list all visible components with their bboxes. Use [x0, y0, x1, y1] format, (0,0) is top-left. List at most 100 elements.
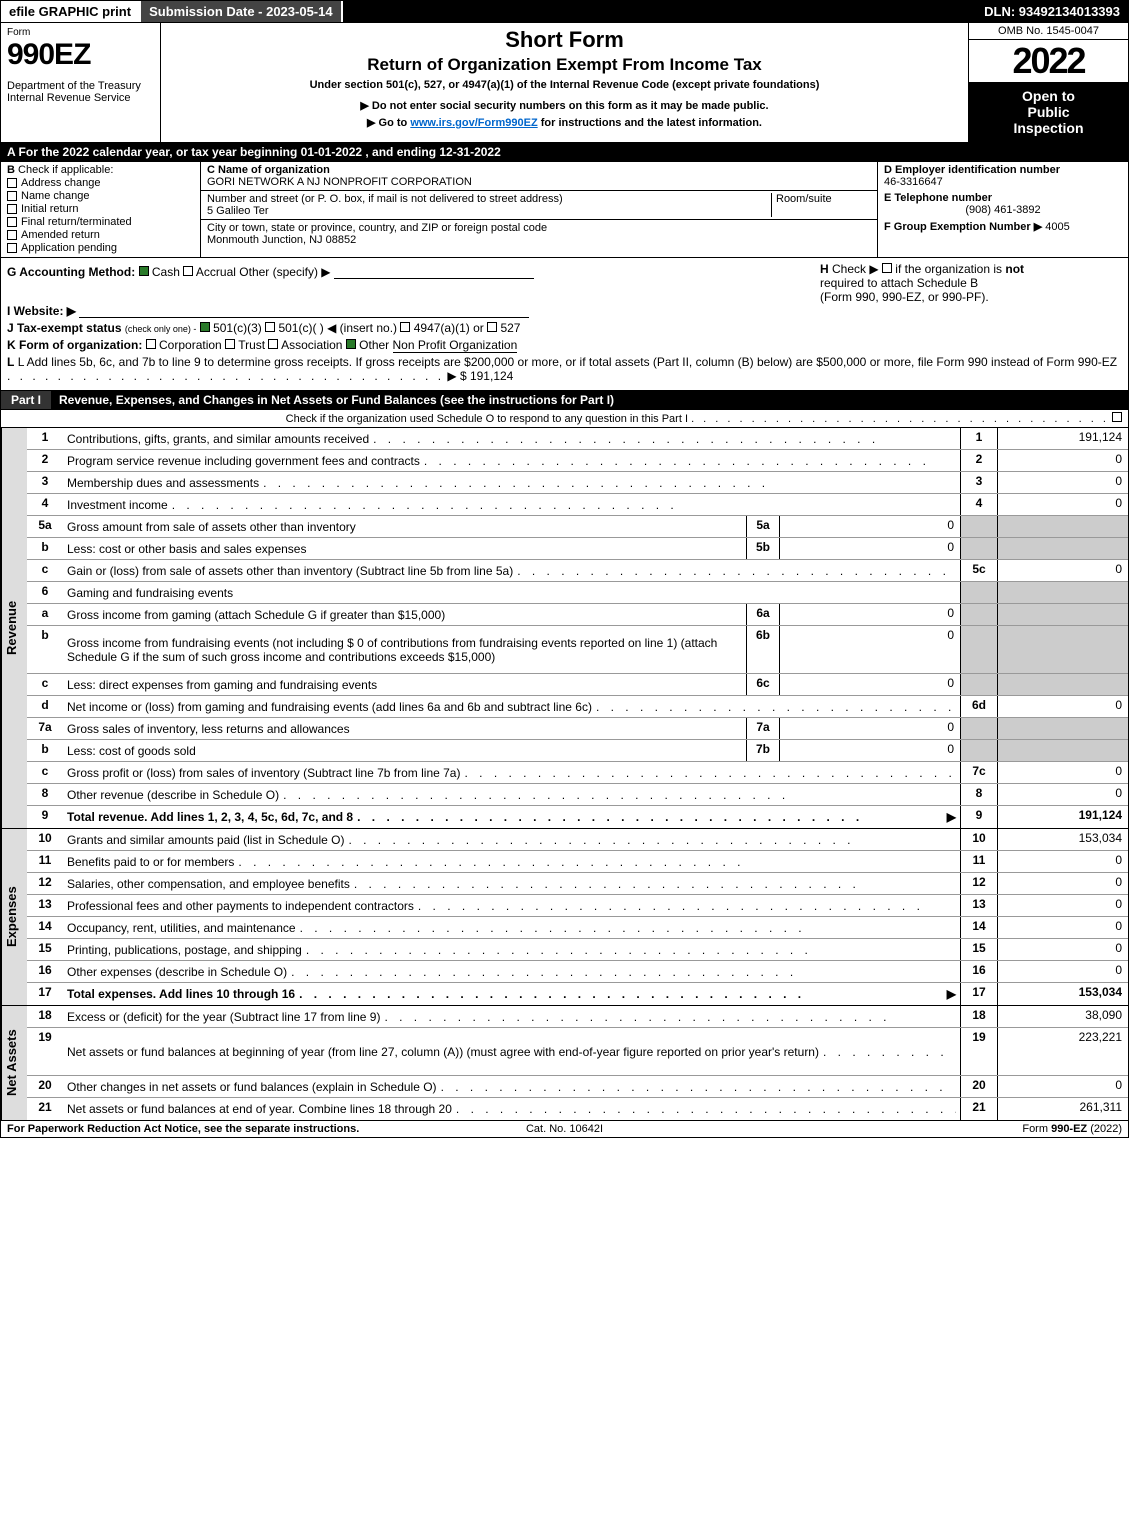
sub-val: 0 [780, 674, 960, 695]
line-a: aGross income from gaming (attach Schedu… [27, 604, 1128, 626]
right-num: 11 [960, 851, 998, 872]
col-d-ein: D Employer identification number 46-3316… [878, 162, 1128, 257]
right-num: 14 [960, 917, 998, 938]
part-i-check: Check if the organization used Schedule … [0, 410, 1129, 428]
chk-cash[interactable] [139, 266, 149, 276]
inspection-badge: Open to Public Inspection [969, 82, 1128, 142]
line-num: 6 [27, 582, 63, 603]
right-val: 0 [998, 895, 1128, 916]
right-num [960, 582, 998, 603]
k-other-value: Non Profit Organization [393, 338, 518, 353]
right-val: 0 [998, 939, 1128, 960]
line-5a: 5aGross amount from sale of assets other… [27, 516, 1128, 538]
col-b-checkboxes: B Check if applicable: Address change Na… [1, 162, 201, 257]
chk-address-change[interactable] [7, 178, 17, 188]
header-right: OMB No. 1545-0047 2022 Open to Public In… [968, 23, 1128, 142]
form-number: 990EZ [7, 38, 154, 72]
line-desc: Net income or (loss) from gaming and fun… [63, 696, 960, 717]
line-desc: Gain or (loss) from sale of assets other… [63, 560, 960, 581]
chk-assoc[interactable] [268, 339, 278, 349]
line-11: 11Benefits paid to or for members. . . .… [27, 851, 1128, 873]
chk-final-return[interactable] [7, 217, 17, 227]
l-value: ▶ $ 191,124 [447, 369, 513, 383]
line-desc: Gross income from fundraising events (no… [63, 626, 746, 673]
line-desc: Printing, publications, postage, and shi… [63, 939, 960, 960]
line-17: 17Total expenses. Add lines 10 through 1… [27, 983, 1128, 1005]
org-street: 5 Galileo Ter [207, 205, 269, 217]
dept-treasury: Department of the Treasury [7, 80, 154, 92]
header-left: Form 990EZ Department of the Treasury In… [1, 23, 161, 142]
chk-h[interactable] [882, 263, 892, 273]
line-desc: Gross income from gaming (attach Schedul… [63, 604, 746, 625]
right-val [998, 674, 1128, 695]
line-num: 13 [27, 895, 63, 916]
right-num [960, 626, 998, 673]
line-desc: Investment income. . . . . . . . . . . .… [63, 494, 960, 515]
line-desc: Membership dues and assessments. . . . .… [63, 472, 960, 493]
line-desc: Benefits paid to or for members. . . . .… [63, 851, 960, 872]
right-val: 0 [998, 762, 1128, 783]
line-num: 2 [27, 450, 63, 471]
right-val: 0 [998, 917, 1128, 938]
line-c: cGain or (loss) from sale of assets othe… [27, 560, 1128, 582]
col-c-org: C Name of organization GORI NETWORK A NJ… [201, 162, 878, 257]
line-16: 16Other expenses (describe in Schedule O… [27, 961, 1128, 983]
right-val: 0 [998, 494, 1128, 515]
line-num: c [27, 560, 63, 581]
line-15: 15Printing, publications, postage, and s… [27, 939, 1128, 961]
other-specify-input[interactable] [334, 267, 534, 279]
tax-year: 2022 [969, 40, 1128, 82]
line-num: a [27, 604, 63, 625]
line-9: 9Total revenue. Add lines 1, 2, 3, 4, 5c… [27, 806, 1128, 828]
right-val [998, 516, 1128, 537]
sub-num: 7b [746, 740, 780, 761]
line-18: 18Excess or (deficit) for the year (Subt… [27, 1006, 1128, 1028]
sub-val: 0 [780, 516, 960, 537]
page-footer: For Paperwork Reduction Act Notice, see … [0, 1121, 1129, 1138]
right-num [960, 516, 998, 537]
chk-initial-return[interactable] [7, 204, 17, 214]
right-val [998, 740, 1128, 761]
line-num: 7a [27, 718, 63, 739]
line-19: 19Net assets or fund balances at beginni… [27, 1028, 1128, 1076]
right-val [998, 604, 1128, 625]
right-num: 6d [960, 696, 998, 717]
line-desc: Gross sales of inventory, less returns a… [63, 718, 746, 739]
line-num: 4 [27, 494, 63, 515]
short-form-title: Short Form [167, 27, 962, 53]
section-bcd: B Check if applicable: Address change Na… [0, 162, 1129, 258]
chk-501c3[interactable] [200, 322, 210, 332]
chk-other-org[interactable] [346, 339, 356, 349]
website-input[interactable] [79, 306, 529, 318]
line-num: 9 [27, 806, 63, 828]
org-name: GORI NETWORK A NJ NONPROFIT CORPORATION [207, 176, 472, 188]
right-val: 0 [998, 873, 1128, 894]
right-num: 9 [960, 806, 998, 828]
revenue-table: Revenue 1Contributions, gifts, grants, a… [0, 428, 1129, 829]
chk-application-pending[interactable] [7, 243, 17, 253]
chk-501c[interactable] [265, 322, 275, 332]
chk-name-change[interactable] [7, 191, 17, 201]
line-c: cLess: direct expenses from gaming and f… [27, 674, 1128, 696]
line-num: 1 [27, 428, 63, 449]
efile-label[interactable]: efile GRAPHIC print [1, 1, 141, 22]
chk-corp[interactable] [146, 339, 156, 349]
expenses-label: Expenses [1, 829, 27, 1005]
netassets-label: Net Assets [1, 1006, 27, 1120]
chk-accrual[interactable] [183, 266, 193, 276]
right-val [998, 718, 1128, 739]
right-num: 3 [960, 472, 998, 493]
line-desc: Net assets or fund balances at beginning… [63, 1028, 960, 1075]
right-val: 223,221 [998, 1028, 1128, 1075]
chk-527[interactable] [487, 322, 497, 332]
chk-schedule-o[interactable] [1112, 412, 1122, 422]
right-num: 19 [960, 1028, 998, 1075]
line-num: 19 [27, 1028, 63, 1075]
line-num: 20 [27, 1076, 63, 1097]
chk-amended[interactable] [7, 230, 17, 240]
line-desc: Less: cost of goods sold [63, 740, 746, 761]
chk-trust[interactable] [225, 339, 235, 349]
chk-4947[interactable] [400, 322, 410, 332]
right-val: 153,034 [998, 829, 1128, 850]
irs-link[interactable]: www.irs.gov/Form990EZ [410, 117, 537, 129]
